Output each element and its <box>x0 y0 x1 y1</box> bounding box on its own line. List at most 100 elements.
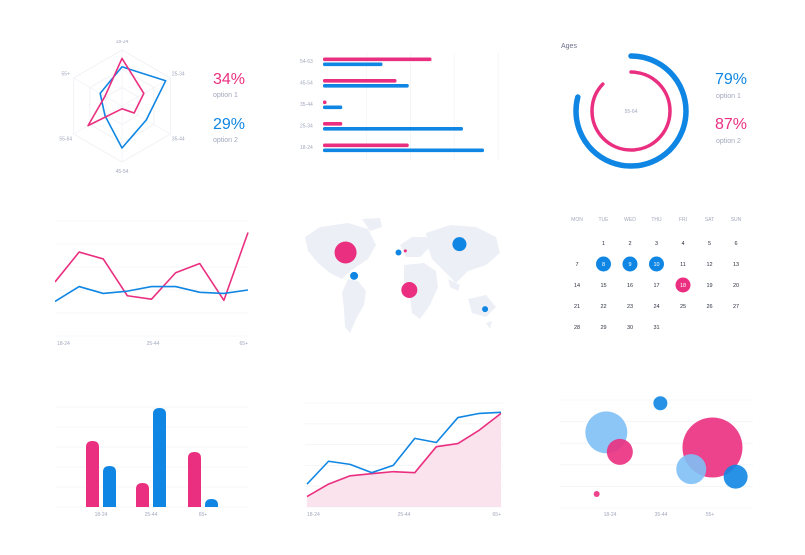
line-tick-label-0: 18-24 <box>57 341 70 347</box>
radar-stat-2-label: option 2 <box>213 137 238 144</box>
calendar-day-13: 13 <box>733 262 739 268</box>
map-land <box>305 218 500 333</box>
hbar-category-label-1: 45-54 <box>300 81 313 87</box>
hbar-bar-0-1 <box>323 62 383 67</box>
calendar-day-16: 16 <box>627 283 633 289</box>
bubble-tick-label-1: 35-44 <box>655 512 668 518</box>
calendar-weekday-3: THU <box>651 217 662 223</box>
hbar-bar-4-1 <box>323 148 484 153</box>
vbar-panel: 18-24 25-44 65+ <box>55 395 250 520</box>
vbar-bar-0-1 <box>103 466 116 507</box>
calendar-weekday-6: SUN <box>731 217 742 223</box>
hbar-category-label-0: 54-63 <box>300 59 313 65</box>
ring-stat-1-value: 79% <box>715 71 748 88</box>
bubble-point-2 <box>653 396 668 411</box>
area-series-0 <box>306 412 502 498</box>
bubble-panel: 18-24 35-44 55+ <box>560 395 755 520</box>
calendar-day-29: 29 <box>600 325 606 331</box>
bubble-tick-label-0: 18-24 <box>604 512 617 518</box>
calendar-weekday-4: FRI <box>679 217 687 223</box>
calendar-day-8: 8 <box>602 262 605 268</box>
radar-axis-label-5: 55+ <box>62 72 71 78</box>
radar-stat-1-value: 34% <box>213 71 246 88</box>
calendar-weekday-0: MON <box>571 217 583 223</box>
hbar-category-label-2: 35-44 <box>300 102 313 108</box>
ring-arc-0 <box>573 53 689 169</box>
world-map <box>305 218 500 333</box>
area-tick-label-2: 65+ <box>493 512 502 518</box>
hbar-bar-4-0 <box>323 143 409 148</box>
bubble-tick-label-2: 55+ <box>706 512 715 518</box>
bubble-point-4 <box>676 454 707 485</box>
hbar-bar-0-0 <box>323 57 432 62</box>
line-series-0 <box>54 232 249 302</box>
area-fill-0 <box>307 413 501 507</box>
map-point-1 <box>350 271 359 280</box>
bubble-point-1 <box>606 438 633 465</box>
calendar-day-12: 12 <box>706 262 712 268</box>
calendar-day-18: 18 <box>680 283 686 289</box>
bubble-point-6 <box>593 490 600 497</box>
map-point-4 <box>452 237 467 252</box>
radar-axis-label-3: 45-54 <box>116 169 129 175</box>
bubble-chart: 18-24 35-44 55+ <box>560 396 753 518</box>
line-panel: 18-24 25-44 65+ <box>54 215 250 350</box>
radar-axis-line-1 <box>121 77 171 107</box>
ring-stat-2-label: option 2 <box>716 138 741 145</box>
calendar-panel: MON TUE WED THU FRI SAT SUN 1 2 3 4 5 6 7 8 9 10 11 12 13 14… <box>560 210 750 340</box>
line-series-1 <box>54 285 249 303</box>
vbar-tick-label-2: 65+ <box>199 512 208 518</box>
area-series-1 <box>306 411 502 485</box>
radar-axis-label-1: 25-34 <box>172 72 185 78</box>
calendar-highlight-18 <box>675 277 691 293</box>
hbar-category-label-3: 25-34 <box>300 124 313 130</box>
bubble-point-5 <box>723 464 748 489</box>
calendar-day-26: 26 <box>706 304 712 310</box>
calendar-highlight-8 <box>596 256 611 272</box>
radar-axis-line-5 <box>73 77 123 107</box>
area-tick-label-0: 18-24 <box>307 512 320 518</box>
calendar-day-9: 9 <box>628 262 631 268</box>
calendar-day-22: 22 <box>600 304 606 310</box>
calendar-day-19: 19 <box>706 283 712 289</box>
vbar-tick-label-1: 25-44 <box>145 512 158 518</box>
ring-panel: Ages 55-64 79% option 1 87% option 2 <box>555 40 755 180</box>
calendar-day-1: 1 <box>602 241 605 247</box>
radar-axis-label-0: 18-24 <box>116 40 129 45</box>
ring-chart: 55-64 <box>573 53 689 169</box>
calendar-day-7: 7 <box>575 262 578 268</box>
map-point-5 <box>401 282 418 298</box>
ring-stat-1-label: option 1 <box>716 93 741 100</box>
calendar-day-2: 2 <box>628 241 631 247</box>
area-tick-label-1: 25-44 <box>398 512 411 518</box>
radar-stat-2-value: 29% <box>213 116 246 133</box>
line-chart: 18-24 25-44 65+ <box>54 220 249 347</box>
calendar-day-21: 21 <box>574 304 580 310</box>
calendar-day-6: 6 <box>734 241 737 247</box>
calendar-weekday-1: TUE <box>599 217 610 223</box>
calendar-day-14: 14 <box>574 283 580 289</box>
ring-arc-1 <box>590 70 672 152</box>
calendar-day-31: 31 <box>653 325 659 331</box>
radar-stat-1-label: option 1 <box>213 92 238 99</box>
map-point-2 <box>395 249 402 256</box>
hbar-category-label-4: 18-24 <box>300 145 313 151</box>
radar-axis-label-2: 35-44 <box>172 136 185 142</box>
calendar-day-25: 25 <box>680 304 686 310</box>
vbar-bar-1-1 <box>153 408 166 507</box>
line-tick-label-2: 65+ <box>240 341 249 347</box>
ring-stat-2-value: 87% <box>715 116 748 133</box>
calendar-day-4: 4 <box>681 241 684 247</box>
calendar-weekday-5: SAT <box>705 217 714 223</box>
vbar-bar-1-0 <box>136 483 149 507</box>
line-tick-label-1: 25-44 <box>147 341 160 347</box>
area-chart: 18-24 25-44 65+ <box>305 402 503 518</box>
calendar-day-30: 30 <box>627 325 633 331</box>
calendar-day-5: 5 <box>708 241 711 247</box>
vbar-bar-0-0 <box>86 441 99 507</box>
map-point-0 <box>334 241 357 264</box>
radar-chart: 18-24 25-34 35-44 45-54 55-64 55+ <box>59 40 185 175</box>
hbar-bar-3-0 <box>323 122 343 126</box>
calendar-highlight-10 <box>649 256 664 272</box>
